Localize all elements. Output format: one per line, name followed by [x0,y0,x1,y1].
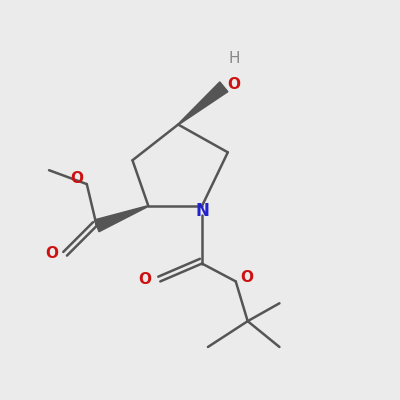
Text: O: O [70,171,83,186]
Text: H: H [228,52,240,66]
Text: N: N [195,202,209,220]
Text: O: O [139,272,152,287]
Polygon shape [94,206,148,232]
Polygon shape [178,82,228,125]
Text: O: O [240,270,253,285]
Text: O: O [45,246,58,261]
Text: O: O [227,77,240,92]
